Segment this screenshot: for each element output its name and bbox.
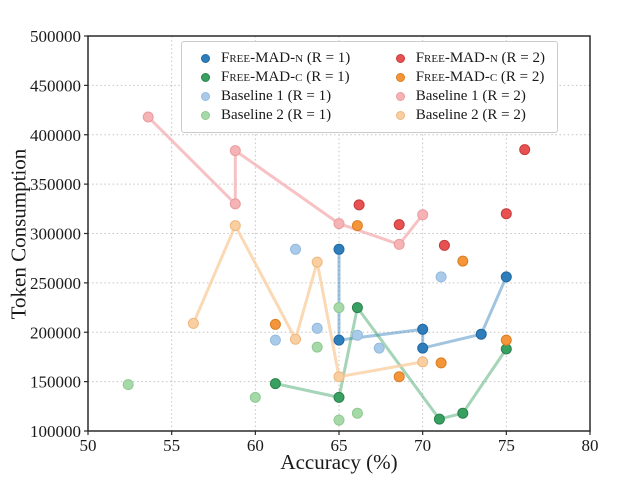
data-point [433, 413, 445, 425]
data-point [417, 209, 429, 221]
data-point [417, 323, 429, 335]
legend-marker-dot [395, 111, 405, 120]
data-point [457, 407, 469, 419]
x-tick-label: 50 [80, 436, 97, 455]
legend-label: Baseline 2 (R = 1) [221, 107, 332, 123]
data-point [393, 371, 405, 383]
data-point [417, 342, 429, 354]
data-point [435, 271, 447, 283]
data-point [438, 239, 450, 251]
data-point [519, 144, 531, 156]
series-line [146, 115, 425, 246]
y-tick-label: 250000 [30, 274, 81, 293]
y-axis-label: Token Consumption [6, 148, 31, 320]
legend-item: Free-MAD-c (R = 1) [194, 68, 389, 87]
data-point [457, 255, 469, 267]
data-point [333, 218, 345, 230]
data-point [290, 333, 301, 345]
data-point [475, 328, 487, 340]
data-point [311, 256, 323, 268]
legend-item: Baseline 2 (R = 1) [194, 106, 389, 125]
legend: Free-MAD-n (R = 1) Free-MAD-c (R = 1) Base… [181, 41, 558, 133]
data-point [311, 322, 323, 334]
data-point [229, 145, 241, 157]
legend-item: Free-MAD-c (R = 2) [389, 68, 545, 87]
data-point [333, 414, 345, 426]
y-tick-label: 100000 [30, 422, 81, 441]
data-point [351, 302, 363, 314]
legend-column-1: Free-MAD-n (R = 1) Free-MAD-c (R = 1) Base… [194, 49, 389, 125]
data-point [373, 342, 385, 354]
data-point [187, 317, 199, 329]
data-point [351, 329, 363, 341]
legend-marker-dot [395, 54, 405, 63]
data-point [311, 341, 323, 353]
legend-marker-dot [201, 111, 210, 120]
data-point [269, 334, 281, 346]
x-tick-label: 70 [414, 436, 431, 455]
legend-label: Baseline 2 (R = 2) [415, 107, 526, 123]
data-point [417, 356, 429, 368]
y-tick-label: 200000 [30, 323, 81, 342]
legend-marker-dot [201, 54, 210, 63]
legend-label: Free-MAD-n (R = 2) [415, 50, 545, 66]
data-point [500, 334, 512, 346]
data-point [142, 111, 154, 123]
legend-marker-dot [395, 92, 405, 101]
legend-label: Free-MAD-n (R = 1) [221, 50, 351, 66]
series-line [191, 224, 425, 379]
x-tick-label: 60 [247, 436, 264, 455]
legend-label: Baseline 1 (R = 2) [415, 88, 526, 104]
x-tick-label: 65 [331, 436, 348, 455]
legend-label: Baseline 1 (R = 1) [221, 88, 332, 104]
data-point [290, 243, 301, 255]
x-tick-label: 80 [582, 436, 599, 455]
data-point [229, 198, 241, 210]
legend-label: Free-MAD-c (R = 1) [221, 69, 350, 85]
x-axis-label: Accuracy (%) [280, 450, 398, 474]
data-point [249, 391, 261, 403]
data-point [269, 378, 281, 390]
legend-item: Baseline 1 (R = 2) [389, 87, 545, 106]
legend-item: Baseline 2 (R = 2) [389, 106, 545, 125]
legend-column-2: Free-MAD-n (R = 2) Free-MAD-c (R = 2) Base… [389, 49, 545, 125]
data-point [333, 334, 345, 346]
x-tick-label: 75 [498, 436, 515, 455]
data-point [333, 243, 345, 255]
legend-item: Free-MAD-n (R = 2) [389, 49, 545, 68]
data-point [435, 357, 447, 369]
y-tick-label: 350000 [30, 175, 81, 194]
legend-item: Free-MAD-n (R = 1) [194, 49, 389, 68]
data-point [269, 318, 281, 330]
legend-label: Free-MAD-c (R = 2) [415, 69, 545, 85]
legend-item: Baseline 1 (R = 1) [194, 87, 389, 106]
y-tick-label: 500000 [30, 27, 81, 46]
y-tick-label: 450000 [30, 76, 81, 95]
data-point [393, 238, 405, 250]
y-tick-label: 150000 [30, 373, 81, 392]
x-tick-label: 55 [163, 436, 180, 455]
data-point [333, 391, 345, 403]
series-line [337, 247, 508, 350]
data-point [351, 220, 363, 232]
y-tick-label: 300000 [30, 225, 81, 244]
data-point [393, 219, 405, 231]
legend-marker-dot [201, 92, 210, 101]
data-point [500, 208, 512, 220]
series-line [273, 306, 508, 421]
data-point [353, 199, 365, 211]
y-tick-label: 400000 [30, 126, 81, 145]
legend-marker-dot [395, 73, 405, 82]
data-point [229, 220, 241, 232]
data-point [333, 302, 345, 314]
legend-marker-dot [201, 73, 210, 82]
data-point [333, 371, 345, 383]
data-point [500, 271, 512, 283]
data-point [351, 407, 363, 419]
data-point [122, 379, 134, 391]
